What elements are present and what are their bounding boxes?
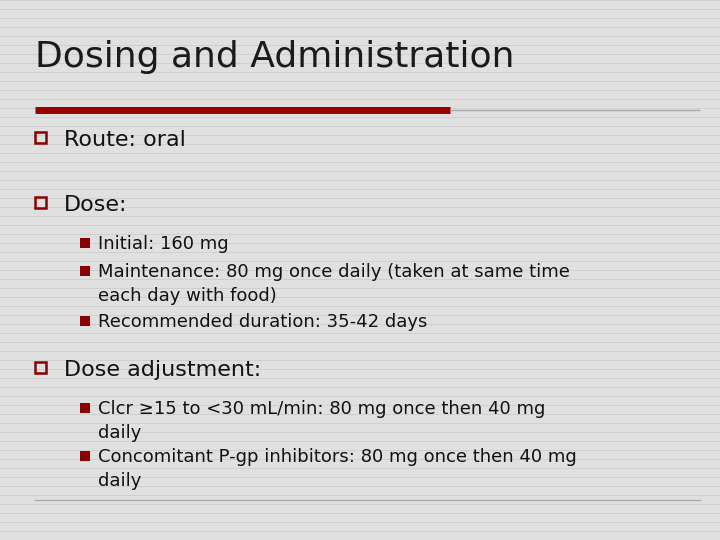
Text: Clcr ≥15 to <30 mL/min: 80 mg once then 40 mg
daily: Clcr ≥15 to <30 mL/min: 80 mg once then … [98,400,545,442]
Bar [35,362,46,373]
Text: Recommended duration: 35-42 days: Recommended duration: 35-42 days [98,313,428,331]
Text: Dose:: Dose: [64,195,127,215]
Bar [35,132,46,143]
Text: Dose adjustment:: Dose adjustment: [64,360,261,380]
Text: Concomitant P-gp inhibitors: 80 mg once then 40 mg
daily: Concomitant P-gp inhibitors: 80 mg once … [98,448,577,490]
Bar [80,238,90,248]
Bar [80,451,90,461]
Bar [35,197,46,208]
Text: Dosing and Administration: Dosing and Administration [35,40,515,74]
Bar [80,266,90,276]
Text: Initial: 160 mg: Initial: 160 mg [98,235,229,253]
Bar [80,403,90,413]
Text: Route: oral: Route: oral [64,130,186,150]
Text: Maintenance: 80 mg once daily (taken at same time
each day with food): Maintenance: 80 mg once daily (taken at … [98,263,570,305]
Bar [80,316,90,326]
